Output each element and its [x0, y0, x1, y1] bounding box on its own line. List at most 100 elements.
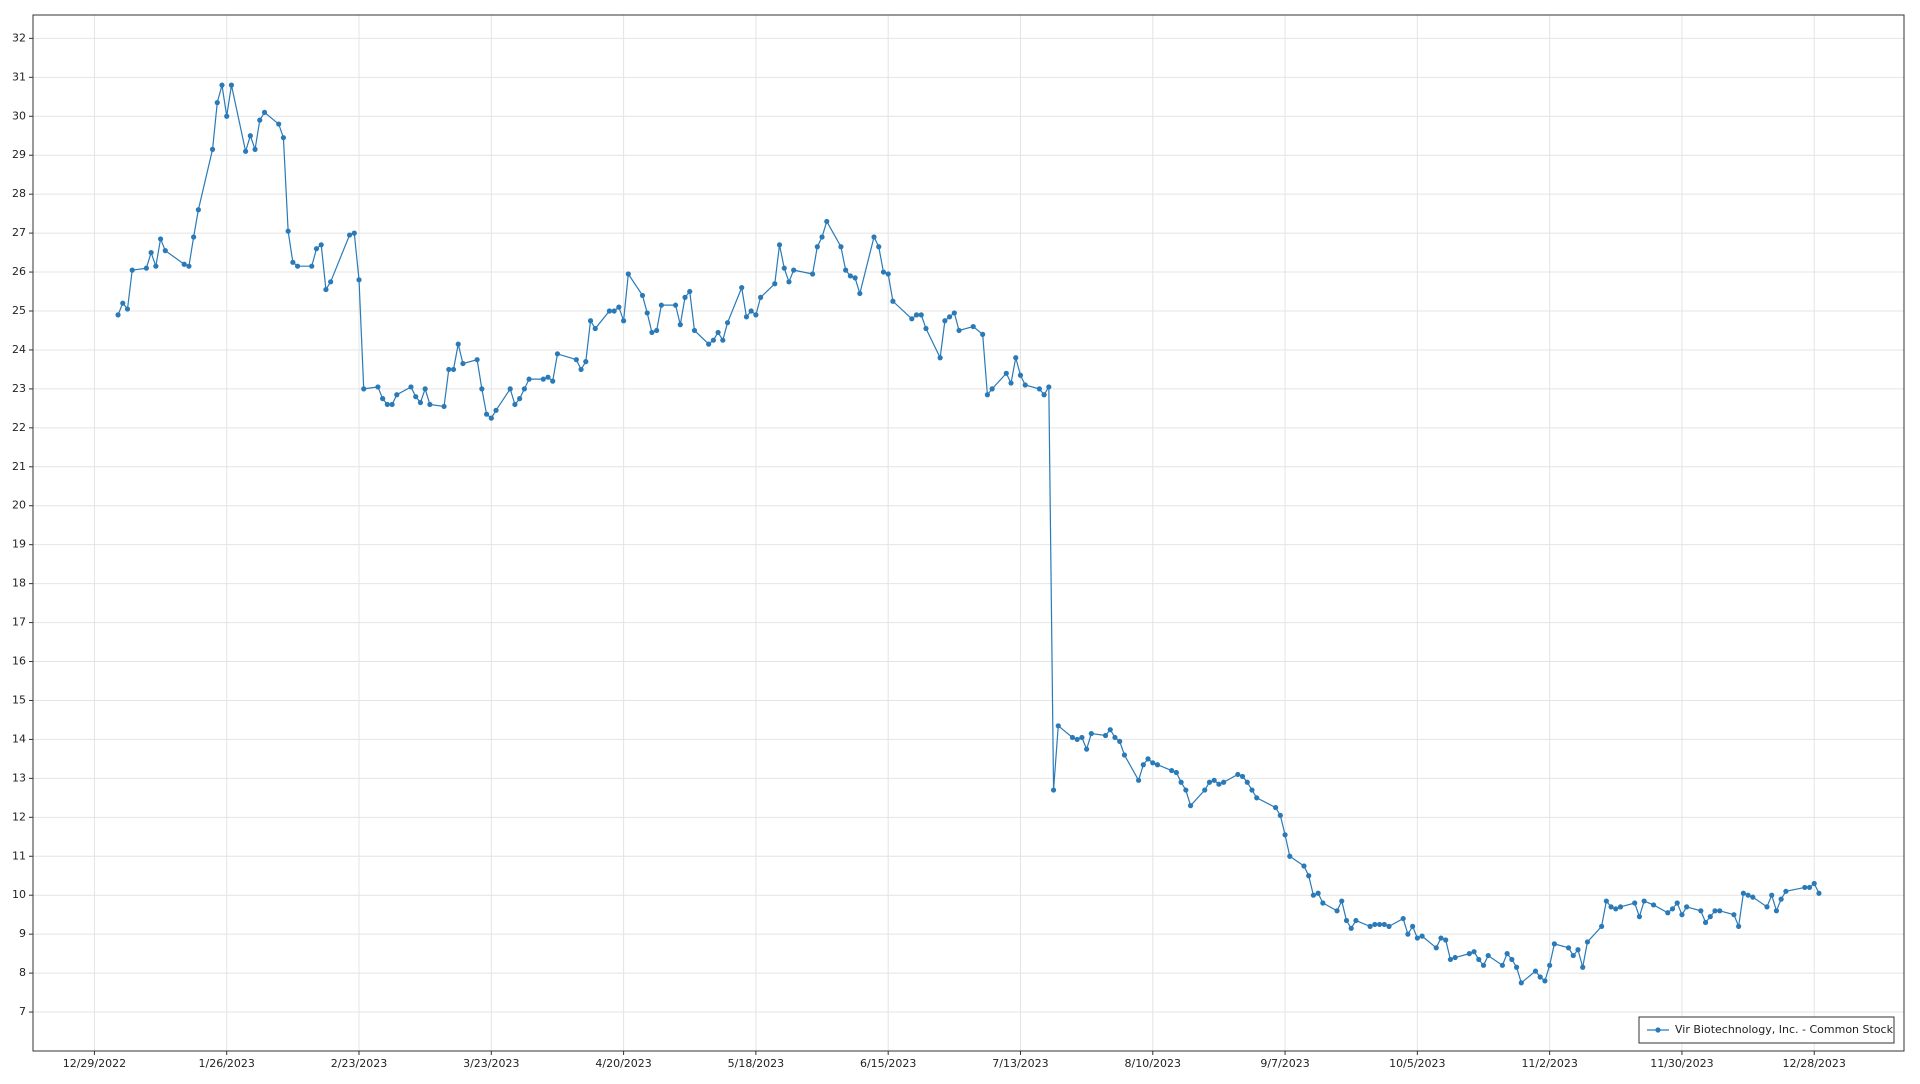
data-point: [380, 396, 386, 402]
data-point: [748, 308, 754, 314]
data-point: [876, 244, 882, 250]
data-point: [885, 271, 891, 277]
y-tick-label: 14: [12, 732, 26, 745]
data-point: [384, 401, 390, 408]
data-point: [124, 306, 131, 312]
data-point: [649, 329, 655, 336]
data-point: [1452, 954, 1458, 961]
data-point: [951, 310, 957, 316]
data-point: [493, 407, 499, 413]
x-tick-label: 11/2/2023: [1521, 1057, 1577, 1070]
data-point: [1438, 935, 1444, 941]
y-tick-label: 20: [12, 499, 26, 512]
data-point: [852, 275, 858, 281]
data-point: [540, 376, 546, 382]
data-point: [578, 366, 584, 373]
data-point: [658, 302, 664, 308]
data-point: [1206, 779, 1213, 785]
data-point: [776, 242, 783, 248]
data-point: [1400, 915, 1406, 922]
data-point: [809, 271, 816, 277]
data-point: [1310, 892, 1317, 898]
data-point: [706, 341, 712, 347]
data-point: [1712, 908, 1718, 914]
data-point: [1773, 908, 1780, 914]
data-point: [1287, 853, 1293, 859]
data-point: [1046, 384, 1052, 390]
data-point: [323, 286, 329, 293]
y-tick-label: 27: [12, 226, 26, 239]
y-tick-label: 11: [12, 849, 26, 862]
data-point: [290, 259, 296, 265]
data-point: [1013, 355, 1019, 361]
data-point: [677, 322, 683, 328]
data-point: [923, 325, 929, 332]
data-point: [1055, 723, 1061, 729]
y-tick-label: 25: [12, 304, 26, 317]
data-point: [956, 327, 962, 334]
data-point: [1102, 732, 1109, 739]
data-point: [162, 248, 168, 254]
data-point: [115, 312, 121, 318]
data-point: [838, 244, 844, 250]
y-tick-label: 16: [12, 655, 26, 668]
data-point: [550, 378, 556, 384]
data-point: [252, 146, 258, 152]
data-point: [285, 228, 291, 234]
data-point: [441, 403, 447, 410]
data-point: [1419, 933, 1425, 939]
data-point: [1580, 964, 1586, 970]
y-tick-label: 19: [12, 538, 26, 551]
data-point: [1273, 804, 1279, 811]
data-point: [143, 265, 149, 271]
data-point: [195, 207, 201, 213]
y-tick-label: 8: [19, 966, 26, 979]
data-point: [592, 325, 598, 332]
data-point: [890, 298, 896, 304]
legend-marker: [1655, 1027, 1661, 1033]
y-tick-label: 23: [12, 382, 26, 395]
data-point: [1140, 762, 1146, 768]
data-point: [989, 386, 995, 392]
data-point: [913, 312, 920, 318]
data-point: [1537, 974, 1543, 980]
x-tick-label: 9/7/2023: [1260, 1057, 1309, 1070]
data-point: [1022, 382, 1028, 388]
data-point: [947, 314, 953, 320]
y-tick-label: 21: [12, 460, 26, 473]
data-point: [120, 300, 126, 306]
data-point: [1509, 956, 1515, 963]
data-point: [1684, 904, 1690, 910]
data-point: [1669, 906, 1676, 912]
data-point: [408, 384, 414, 390]
data-point: [1154, 762, 1161, 768]
data-point: [483, 411, 490, 417]
data-point: [1698, 908, 1704, 914]
data-point: [153, 263, 159, 269]
data-point: [455, 341, 461, 347]
data-point: [984, 392, 990, 398]
data-point: [715, 329, 721, 336]
data-point: [1736, 923, 1742, 929]
data-point: [781, 265, 787, 271]
data-point: [1187, 803, 1194, 809]
y-tick-label: 15: [12, 693, 26, 706]
data-point: [1769, 892, 1775, 898]
data-point: [611, 308, 617, 314]
series-line: [117, 84, 1820, 984]
x-tick-label: 5/18/2023: [728, 1057, 784, 1070]
legend-box: [1638, 1016, 1895, 1044]
data-point: [313, 246, 320, 252]
data-point: [1641, 898, 1647, 904]
y-tick-label: 13: [12, 771, 26, 784]
data-point: [682, 294, 688, 300]
data-point: [1547, 962, 1553, 968]
data-point: [521, 386, 527, 392]
data-point: [1221, 779, 1227, 785]
data-point: [672, 302, 679, 308]
data-point: [639, 292, 646, 299]
data-point: [309, 263, 315, 269]
data-point: [1513, 964, 1520, 970]
data-point: [1145, 756, 1151, 762]
data-point: [1249, 787, 1255, 793]
